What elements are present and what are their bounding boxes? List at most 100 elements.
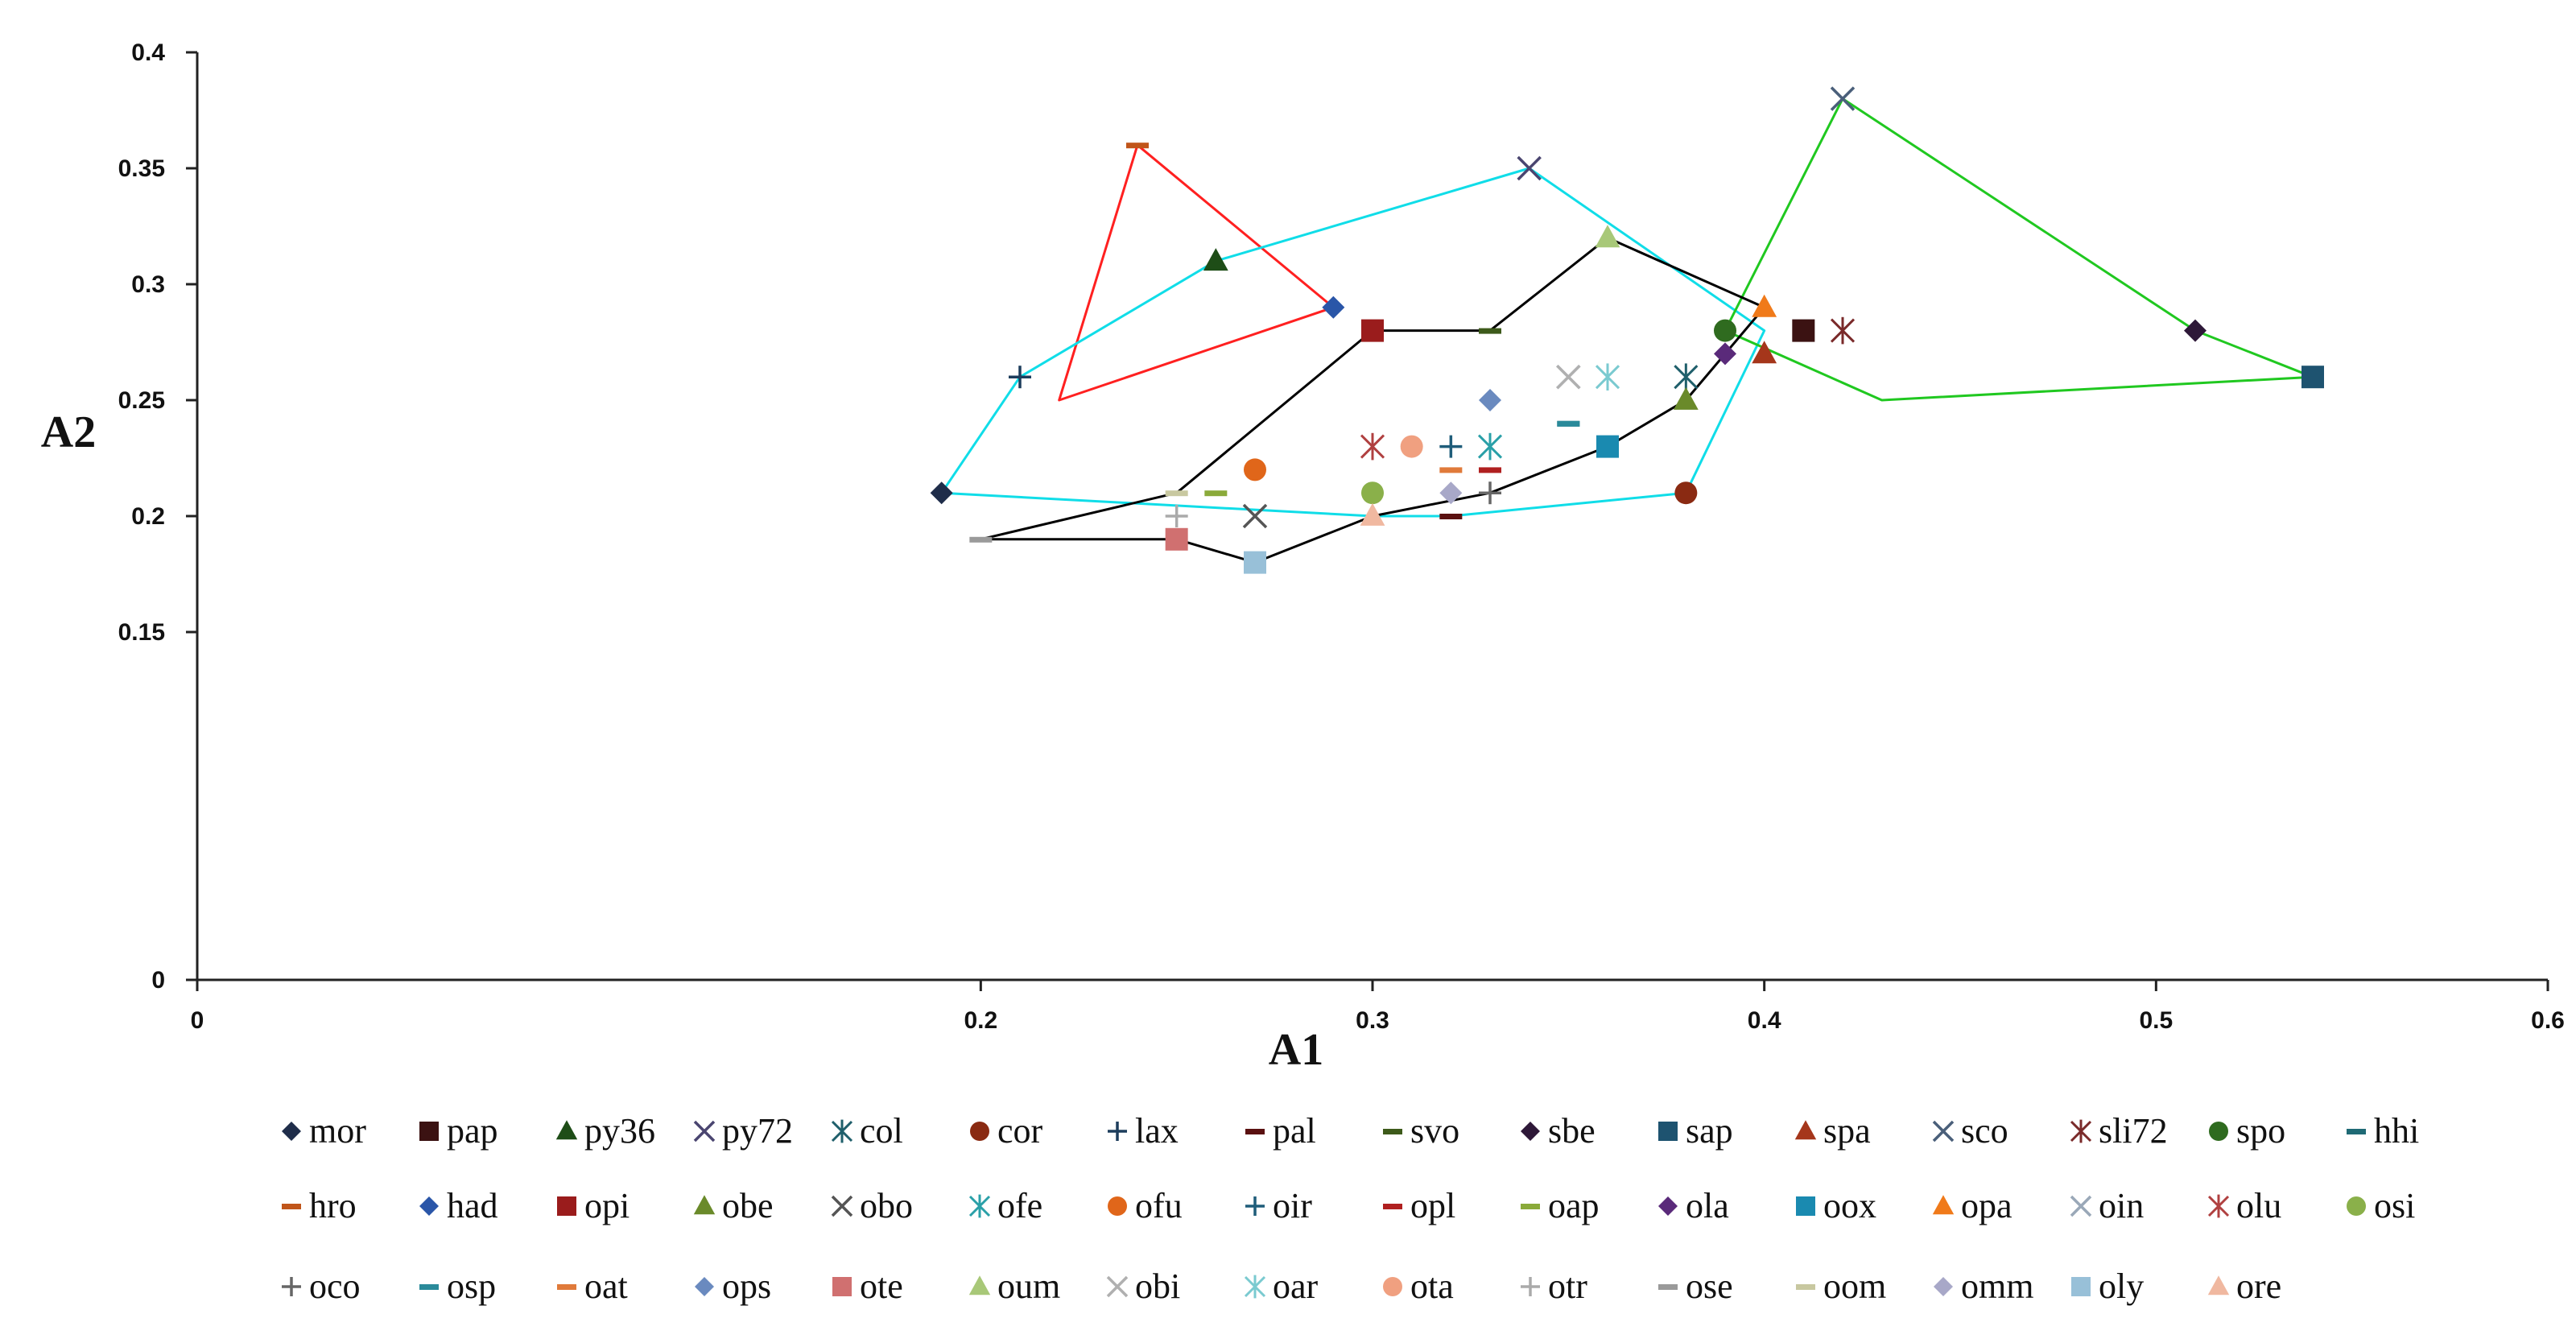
legend-item: ose xyxy=(1658,1267,1733,1306)
legend-label: oap xyxy=(1548,1186,1600,1225)
point-ota xyxy=(1400,435,1423,458)
legend-label: oar xyxy=(1273,1267,1319,1306)
legend-label: ota xyxy=(1410,1267,1454,1306)
legend-item: ola xyxy=(1658,1186,1729,1225)
legend-marker-ota xyxy=(1383,1277,1402,1296)
point-oir xyxy=(1439,435,1463,458)
outline-red-group xyxy=(1058,144,1335,402)
x-tick-label: 0.5 xyxy=(2139,1007,2173,1034)
legend-item: col xyxy=(831,1111,903,1151)
legend-item: oar xyxy=(1244,1267,1319,1306)
legend-item: spa xyxy=(1794,1111,1871,1151)
legend-label: ose xyxy=(1686,1267,1733,1306)
point-olu xyxy=(1360,432,1385,461)
legend-marker-opi xyxy=(557,1196,576,1216)
legend-label: ola xyxy=(1686,1186,1729,1225)
legend-label: spo xyxy=(2236,1111,2285,1151)
legend-item: sap xyxy=(1658,1111,1733,1151)
legend-label: obe xyxy=(722,1186,774,1225)
legend-marker-ore xyxy=(2207,1275,2230,1295)
legend-item: pap xyxy=(419,1111,498,1151)
legend-marker-sbe xyxy=(1521,1122,1540,1141)
legend-label: sco xyxy=(1961,1111,2008,1151)
y-axis-title: A2 xyxy=(41,407,96,457)
legend-marker-ola xyxy=(1658,1196,1678,1216)
legend-marker-sco xyxy=(1932,1120,1955,1143)
legend-marker-spo xyxy=(2209,1122,2228,1141)
legend-item: obe xyxy=(693,1186,774,1225)
legend-marker-oat xyxy=(557,1284,576,1290)
legend-item: ops xyxy=(695,1267,771,1306)
legend-item: sli72 xyxy=(2070,1111,2168,1151)
legend-marker-ote xyxy=(832,1277,852,1296)
legend-label: oom xyxy=(1823,1267,1886,1306)
x-tick-label: 0.3 xyxy=(1356,1007,1389,1034)
point-sbe xyxy=(2184,319,2207,342)
x-axis-title: A1 xyxy=(1269,1025,1323,1075)
legend-marker-oap xyxy=(1521,1204,1540,1209)
legend-marker-ofe xyxy=(968,1194,991,1218)
legend-item: opi xyxy=(557,1186,630,1225)
legend-item: ofu xyxy=(1108,1186,1183,1225)
legend-label: had xyxy=(447,1186,498,1225)
x-tick-label: 0.6 xyxy=(2531,1007,2565,1034)
point-osi xyxy=(1361,481,1384,505)
legend-item: oap xyxy=(1521,1186,1600,1225)
legend-item: hro xyxy=(282,1186,357,1225)
legend-item: osp xyxy=(419,1267,496,1306)
y-tick-label: 0 xyxy=(151,967,165,994)
point-oco xyxy=(1479,481,1501,505)
legend-label: pap xyxy=(447,1111,498,1151)
legend-marker-oly xyxy=(2071,1277,2091,1296)
legend-marker-otr xyxy=(1521,1277,1540,1296)
legend-marker-col xyxy=(831,1119,853,1143)
legend-item: hhi xyxy=(2347,1111,2419,1151)
y-tick-label: 0.3 xyxy=(131,271,165,298)
legend-item: sbe xyxy=(1521,1111,1596,1151)
legend-item: oat xyxy=(557,1267,628,1306)
point-mor xyxy=(930,481,953,505)
legend-marker-svo xyxy=(1383,1129,1402,1134)
legend-item: obi xyxy=(1106,1267,1180,1306)
legend-label: ofe xyxy=(997,1186,1042,1225)
legend-item: otr xyxy=(1521,1267,1587,1306)
point-ose xyxy=(969,536,993,543)
legend-item: pal xyxy=(1245,1111,1316,1151)
legend-label: spa xyxy=(1823,1111,1871,1151)
legend-label: opi xyxy=(584,1186,630,1225)
legend-item: oco xyxy=(282,1267,361,1306)
legend-item: obo xyxy=(831,1186,913,1225)
point-ore xyxy=(1360,502,1385,526)
legend-marker-ose xyxy=(1658,1284,1678,1290)
legend-label: oat xyxy=(584,1267,628,1306)
legend-item: ore xyxy=(2207,1267,2281,1306)
legend-label: sap xyxy=(1686,1111,1733,1151)
point-oum xyxy=(1595,225,1620,248)
legend-item: olu xyxy=(2207,1186,2281,1225)
legend-label: oly xyxy=(2099,1267,2144,1306)
point-ofe xyxy=(1477,432,1503,461)
point-oom xyxy=(1165,490,1188,497)
legend-label: oum xyxy=(997,1267,1060,1306)
point-oar xyxy=(1595,363,1620,391)
legend-marker-ops xyxy=(695,1277,714,1296)
legend-marker-omm xyxy=(1934,1277,1953,1296)
legend-marker-sli72 xyxy=(2070,1119,2092,1143)
legend-marker-hhi xyxy=(2347,1129,2366,1134)
point-oly xyxy=(1244,551,1266,574)
group-outlines xyxy=(940,97,2314,564)
legend-item: py36 xyxy=(555,1111,655,1151)
legend-item: oly xyxy=(2071,1267,2144,1306)
legend-label: olu xyxy=(2236,1186,2281,1225)
point-sap xyxy=(2301,366,2324,389)
legend-item: svo xyxy=(1383,1111,1459,1151)
legend-label: oir xyxy=(1273,1186,1312,1225)
point-ofu xyxy=(1244,458,1266,481)
legend-label: oin xyxy=(2099,1186,2144,1225)
point-osp xyxy=(1557,420,1580,427)
y-tick-label: 0.25 xyxy=(118,387,165,414)
legend-item: spo xyxy=(2209,1111,2285,1151)
legend-label: lax xyxy=(1135,1111,1179,1151)
legend-label: osp xyxy=(447,1267,496,1306)
point-cor xyxy=(1674,481,1698,505)
